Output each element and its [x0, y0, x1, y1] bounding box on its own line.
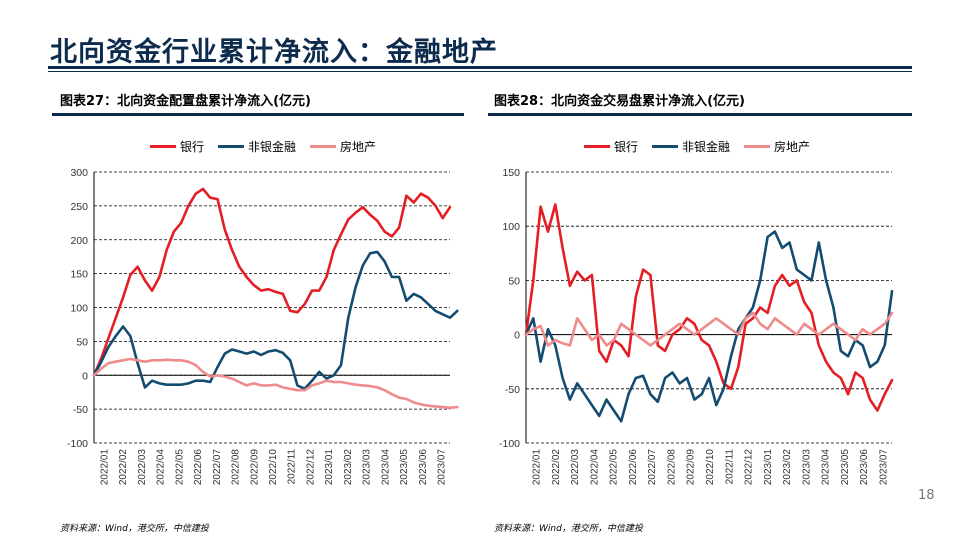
page-title: 北向资金行业累计净流入：金融地产 [50, 37, 498, 68]
legend-item-bank: 银行 [584, 138, 638, 155]
y-tick-label: 0 [514, 330, 520, 342]
legend-item-realestate: 房地产 [744, 138, 810, 155]
legend-swatch-bank [150, 145, 176, 148]
y-tick-label: 250 [70, 201, 88, 213]
y-tick-label: 150 [502, 167, 520, 179]
legend-label-nonbank: 非银金融 [682, 140, 731, 154]
chart-title-27: 图表27：北向资金配置盘累计净流入(亿元) [60, 94, 311, 109]
title-rule-thin [48, 71, 912, 72]
x-tick-label: 2023/04 [380, 449, 391, 486]
legend-item-realestate: 房地产 [310, 138, 376, 155]
title-rule [48, 66, 912, 69]
y-tick-label: 50 [76, 336, 88, 348]
x-tick-label: 2023/05 [399, 449, 410, 486]
series-line-nonbank [524, 230, 894, 423]
chart-title-28: 图表28：北向资金交易盘累计净流入(亿元) [494, 94, 745, 109]
x-tick-label: 2023/01 [763, 449, 774, 486]
legend-swatch-bank [584, 145, 610, 148]
x-tick-label: 2022/06 [193, 449, 204, 486]
source-note-27: 资料来源：Wind，港交所，中信建投 [60, 524, 209, 534]
y-tick-label: 100 [70, 303, 88, 315]
x-tick-label: 2022/03 [137, 449, 148, 486]
x-tick-label: 2023/05 [840, 449, 851, 486]
page-number: 18 [918, 488, 935, 503]
x-tick-label: 2022/10 [705, 449, 716, 486]
series-line-bank [524, 203, 894, 412]
x-tick-label: 2022/05 [174, 449, 185, 486]
y-tick-label: 150 [70, 269, 88, 281]
x-tick-label: 2022/05 [609, 449, 620, 486]
x-tick-label: 2023/06 [859, 449, 870, 486]
x-tick-label: 2022/04 [156, 449, 167, 486]
y-tick-label: 100 [502, 221, 520, 233]
legend-label-realestate: 房地产 [774, 140, 811, 154]
legend-swatch-nonbank [218, 145, 245, 148]
legend-label-realestate: 房地产 [340, 140, 377, 154]
legend-27: 银行 非银金融 房地产 [150, 138, 376, 155]
x-tick-label: 2022/08 [231, 449, 242, 486]
legend-item-nonbank: 非银金融 [652, 138, 730, 155]
x-tick-label: 2022/11 [287, 449, 298, 485]
legend-item-bank: 银行 [150, 138, 204, 155]
y-tick-label: -50 [505, 384, 520, 396]
x-tick-label: 2022/01 [532, 449, 543, 486]
x-tick-label: 2022/04 [589, 449, 600, 486]
series-line-realestate [92, 357, 459, 410]
x-tick-label: 2023/07 [437, 449, 448, 486]
legend-swatch-realestate [744, 145, 771, 148]
legend-swatch-realestate [310, 145, 337, 148]
y-tick-label: 0 [82, 370, 88, 382]
x-tick-label: 2022/02 [118, 449, 129, 486]
x-tick-label: 2022/02 [551, 449, 562, 486]
x-tick-label: 2022/09 [249, 449, 260, 486]
y-tick-label: -100 [499, 438, 520, 450]
x-tick-label: 2022/09 [686, 449, 697, 486]
y-tick-label: -100 [67, 438, 88, 450]
x-tick-label: 2022/08 [666, 449, 677, 486]
legend-label-bank: 银行 [614, 140, 639, 154]
chart-28-plot: -100 -50 0 50 100 150 2022/01 2022/02 2022/03 202… [499, 167, 894, 486]
y-tick-label: 300 [70, 167, 88, 179]
series-line-realestate [524, 311, 894, 347]
x-tick-label: 2023/07 [878, 449, 889, 486]
x-tick-label: 2023/06 [418, 449, 429, 486]
legend-28: 银行 非银金融 房地产 [584, 138, 810, 155]
x-tick-label: 2022/06 [628, 449, 639, 486]
x-tick-label: 2022/12 [744, 449, 755, 486]
legend-label-bank: 银行 [180, 140, 205, 154]
legend-swatch-nonbank [652, 145, 679, 148]
chart-rule-28 [488, 113, 912, 116]
x-tick-label: 2022/11 [724, 449, 735, 485]
series-line-bank [92, 187, 452, 377]
x-tick-label: 2022/12 [305, 449, 316, 486]
x-tick-label: 2023/02 [782, 449, 793, 486]
legend-label-nonbank: 非银金融 [248, 140, 297, 154]
x-tick-label: 2023/03 [362, 449, 373, 486]
chart-27-plot: -100 -50 0 50 100 150 200 250 300 2022/01 2022/02 2… [67, 167, 459, 486]
x-tick-label: 2022/07 [212, 449, 223, 486]
x-tick-label: 2022/03 [570, 449, 581, 486]
y-tick-label: 50 [508, 275, 520, 287]
series-line-nonbank [92, 250, 459, 391]
x-tick-label: 2022/10 [268, 449, 279, 486]
legend-item-nonbank: 非银金融 [218, 138, 296, 155]
x-tick-label: 2023/01 [324, 449, 335, 486]
x-tick-label: 2023/02 [343, 449, 354, 486]
source-note-28: 资料来源：Wind，港交所，中信建投 [494, 524, 643, 534]
x-tick-label: 2022/07 [647, 449, 658, 486]
chart-rule-27 [52, 113, 464, 116]
y-tick-label: -50 [73, 404, 88, 416]
y-tick-label: 200 [70, 235, 88, 247]
x-tick-label: 2023/03 [801, 449, 812, 486]
x-tick-label: 2023/04 [821, 449, 832, 486]
x-tick-label: 2022/01 [99, 449, 110, 486]
